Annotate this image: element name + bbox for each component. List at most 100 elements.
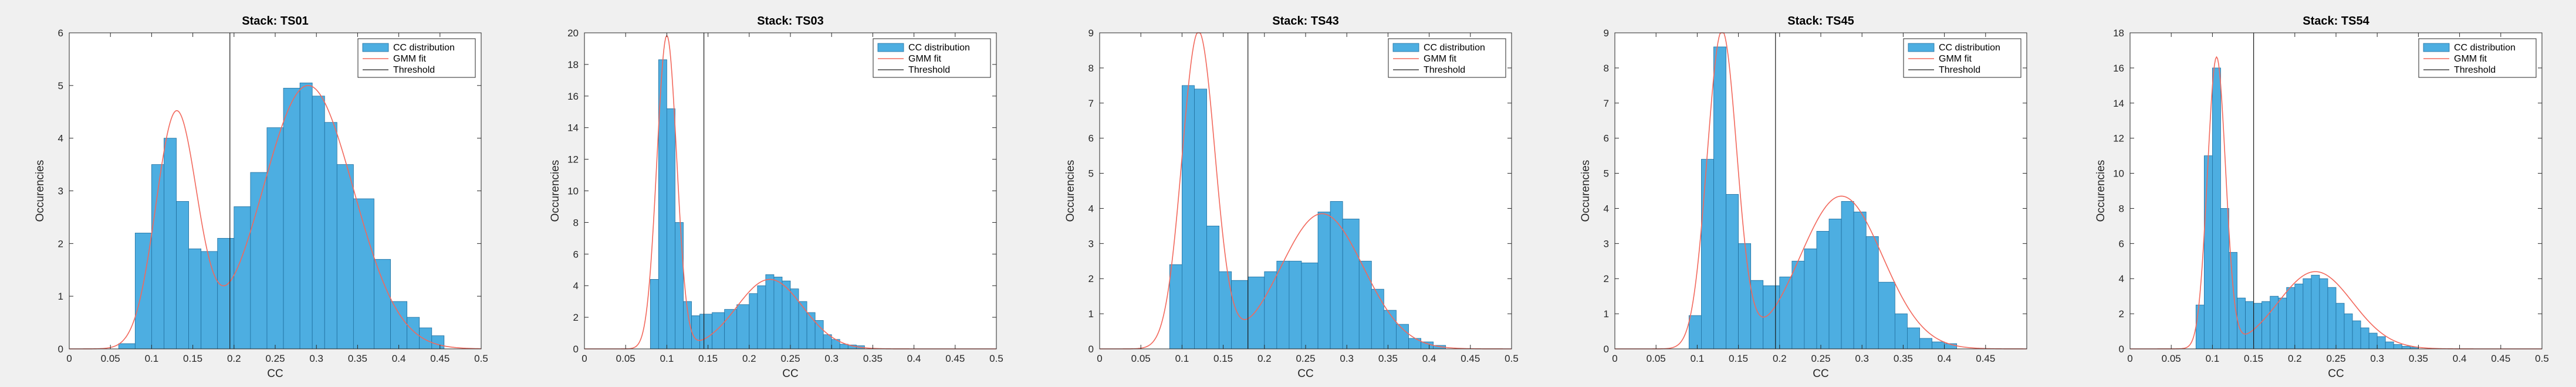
histogram-bar <box>2286 287 2296 349</box>
histogram-bar <box>1276 260 1290 349</box>
legend-entry: Threshold <box>1424 65 1465 75</box>
chart-title: Stack: TS43 <box>1272 15 1338 28</box>
y-tick-label: 0 <box>1604 344 1609 355</box>
histogram-bar <box>1791 260 1805 349</box>
y-tick-label: 10 <box>567 186 579 197</box>
y-tick-label: 6 <box>2119 238 2124 249</box>
gmm-fit-line <box>1615 32 2027 349</box>
y-tick-label: 18 <box>567 59 579 70</box>
histogram-bar <box>1841 201 1854 349</box>
x-tick-label: 0 <box>1097 353 1102 364</box>
histogram-bar <box>217 237 235 349</box>
x-tick-label: 0.5 <box>1505 353 1519 364</box>
histogram-bar <box>1194 89 1207 349</box>
histogram-bar <box>2195 304 2205 349</box>
x-tick-label: 0.4 <box>2453 353 2467 364</box>
x-tick-label: 0.05 <box>2162 353 2181 364</box>
histogram-bar <box>1763 285 1780 349</box>
histogram-bar <box>2401 346 2411 349</box>
x-tick-label: 0.3 <box>1340 353 1354 364</box>
x-tick-label: 0.05 <box>1647 353 1666 364</box>
y-tick-label: 6 <box>1604 133 1609 144</box>
x-tick-label: 0.35 <box>863 353 883 364</box>
x-tick-label: 0.3 <box>1855 353 1869 364</box>
histogram-bar <box>1358 260 1372 349</box>
histogram-bar <box>724 309 738 349</box>
legend-swatch-bars <box>2423 43 2450 52</box>
y-axis-label: Occurencies <box>1064 160 1077 222</box>
legend-entry: CC distribution <box>2454 43 2516 53</box>
histogram-bar <box>757 285 766 349</box>
histogram-bar <box>666 108 675 349</box>
y-tick-label: 10 <box>2113 168 2124 179</box>
y-tick-label: 6 <box>1088 133 1094 144</box>
x-tick-label: 0.25 <box>1811 353 1830 364</box>
histogram-bar <box>2212 67 2221 349</box>
y-tick-label: 3 <box>58 186 63 197</box>
y-tick-label: 12 <box>2113 133 2124 144</box>
y-axis-label: Occurencies <box>34 160 46 222</box>
histogram-bar <box>1750 280 1764 349</box>
histogram-bar <box>1907 327 1920 349</box>
histogram-bar <box>1726 194 1739 349</box>
y-tick-label: 8 <box>2119 203 2124 214</box>
x-tick-label: 0.15 <box>698 353 718 364</box>
histogram-bar <box>2335 303 2345 349</box>
x-tick-label: 0 <box>1612 353 1617 364</box>
histogram-bar <box>1181 85 1195 349</box>
y-tick-label: 1 <box>58 291 63 302</box>
x-tick-label: 0.25 <box>780 353 800 364</box>
histogram-bar <box>336 164 354 349</box>
legend-entry: GMM fit <box>393 54 427 64</box>
x-tick-label: 0.15 <box>2244 353 2263 364</box>
y-tick-label: 8 <box>573 217 579 228</box>
histogram-bar <box>2294 283 2304 349</box>
histogram-bar <box>1804 248 1817 349</box>
histogram-bar <box>1330 201 1343 349</box>
chart-title: Stack: TS45 <box>1787 15 1854 28</box>
chart-title: Stack: TS54 <box>2303 15 2369 28</box>
histogram-bar <box>1231 280 1249 349</box>
chart-ts01: 0 0.05 0.1 0.15 0.2 0.25 0.3 0.35 0.4 0.45 0.5 0 1 2 3… <box>34 15 488 380</box>
histogram-bar <box>312 96 325 349</box>
x-tick-label: 0 <box>582 353 587 364</box>
histogram-bar <box>2352 320 2361 349</box>
x-tick-label: 0.35 <box>1894 353 1913 364</box>
histogram-bar <box>1371 288 1384 349</box>
x-axis-label: CC <box>1297 368 1313 380</box>
histogram-bar <box>699 314 713 349</box>
chart-ts43: 0 0.05 0.1 0.15 0.2 0.25 0.3 0.35 0.4 0.45 0.5 0 1 2 3… <box>1064 15 1519 380</box>
x-tick-label: 0.1 <box>145 353 159 364</box>
bars <box>650 59 865 349</box>
y-tick-label: 5 <box>1604 168 1609 179</box>
histogram-bar <box>2261 301 2271 349</box>
histogram-bar <box>736 304 750 349</box>
gmm-fit-line <box>1100 32 1512 349</box>
bars <box>118 82 445 349</box>
legend-entry: GMM fit <box>1424 54 1457 64</box>
y-tick-label: 14 <box>567 123 579 134</box>
histogram-bar <box>201 251 218 349</box>
x-tick-label: 0.1 <box>660 353 674 364</box>
y-tick-label: 12 <box>567 154 579 165</box>
x-tick-label: 0.5 <box>2535 353 2549 364</box>
histogram-bar <box>266 127 284 349</box>
legend-swatch-bars <box>362 43 389 52</box>
x-tick-label: 0.2 <box>1773 353 1787 364</box>
x-tick-label: 0.25 <box>2326 353 2345 364</box>
chart-panel-ts01: 0 0.05 0.1 0.15 0.2 0.25 0.3 0.35 0.4 0.45 0.5 0 1 2 3… <box>0 0 515 387</box>
histogram-bar <box>390 301 408 349</box>
x-tick-label: 0.45 <box>945 353 965 364</box>
histogram-bar <box>353 198 374 349</box>
histogram-bar <box>765 274 775 349</box>
histogram-bar <box>2311 274 2320 349</box>
histogram-bar <box>2368 332 2378 349</box>
x-tick-label: 0.45 <box>2491 353 2510 364</box>
legend-entry: CC distribution <box>1939 43 2000 53</box>
histogram-bar <box>823 334 832 349</box>
histogram-bar <box>2203 155 2213 349</box>
histogram-bar <box>712 312 725 349</box>
